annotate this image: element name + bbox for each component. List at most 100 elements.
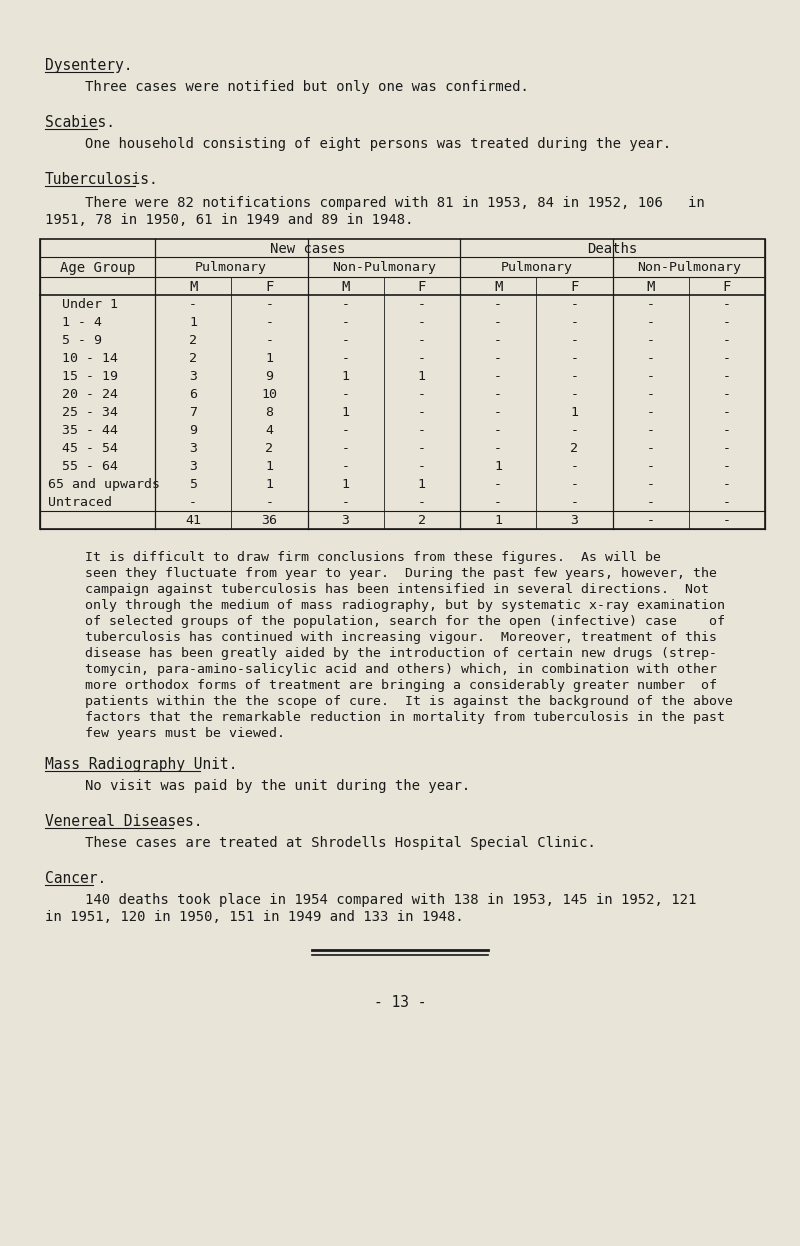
Text: 1: 1 bbox=[418, 370, 426, 383]
Text: 1: 1 bbox=[189, 316, 197, 329]
Text: Age Group: Age Group bbox=[60, 260, 135, 275]
Text: 9: 9 bbox=[266, 370, 274, 383]
Text: -: - bbox=[494, 353, 502, 365]
Text: -: - bbox=[418, 424, 426, 437]
Text: -: - bbox=[646, 442, 654, 455]
Text: Three cases were notified but only one was confirmed.: Three cases were notified but only one w… bbox=[85, 80, 529, 93]
Text: F: F bbox=[722, 280, 731, 294]
Text: Under 1: Under 1 bbox=[62, 298, 118, 312]
Text: -: - bbox=[494, 298, 502, 312]
Text: 15 - 19: 15 - 19 bbox=[62, 370, 118, 383]
Text: -: - bbox=[646, 353, 654, 365]
Text: -: - bbox=[646, 370, 654, 383]
Text: M: M bbox=[342, 280, 350, 294]
Text: campaign against tuberculosis has been intensified in several directions.  Not: campaign against tuberculosis has been i… bbox=[85, 583, 709, 596]
Text: -: - bbox=[342, 334, 350, 346]
Text: 45 - 54: 45 - 54 bbox=[62, 442, 118, 455]
Text: tomycin, para-amino-salicylic acid and others) which, in combination with other: tomycin, para-amino-salicylic acid and o… bbox=[85, 663, 717, 677]
Text: It is difficult to draw firm conclusions from these figures.  As will be: It is difficult to draw firm conclusions… bbox=[85, 551, 661, 564]
Text: 3: 3 bbox=[189, 460, 197, 473]
Text: -: - bbox=[723, 353, 731, 365]
Text: -: - bbox=[723, 370, 731, 383]
Text: -: - bbox=[494, 442, 502, 455]
Text: 41: 41 bbox=[185, 515, 201, 527]
Text: M: M bbox=[189, 280, 198, 294]
Text: -: - bbox=[646, 298, 654, 312]
Text: F: F bbox=[265, 280, 274, 294]
Text: -: - bbox=[418, 460, 426, 473]
Text: -: - bbox=[570, 496, 578, 510]
Text: F: F bbox=[418, 280, 426, 294]
Text: tuberculosis has continued with increasing vigour.  Moreover, treatment of this: tuberculosis has continued with increasi… bbox=[85, 630, 717, 644]
Text: One household consisting of eight persons was treated during the year.: One household consisting of eight person… bbox=[85, 137, 671, 151]
Text: 2: 2 bbox=[189, 353, 197, 365]
Text: -: - bbox=[342, 298, 350, 312]
Text: 1: 1 bbox=[494, 515, 502, 527]
Text: F: F bbox=[570, 280, 578, 294]
Text: - 13 -: - 13 - bbox=[374, 996, 426, 1011]
Text: -: - bbox=[570, 353, 578, 365]
Text: 1: 1 bbox=[342, 478, 350, 491]
Text: 5 - 9: 5 - 9 bbox=[62, 334, 102, 346]
Text: 20 - 24: 20 - 24 bbox=[62, 388, 118, 401]
Text: Non-Pulmonary: Non-Pulmonary bbox=[637, 260, 741, 274]
Text: 5: 5 bbox=[189, 478, 197, 491]
Text: in 1951, 120 in 1950, 151 in 1949 and 133 in 1948.: in 1951, 120 in 1950, 151 in 1949 and 13… bbox=[45, 910, 464, 925]
Text: Pulmonary: Pulmonary bbox=[500, 260, 572, 274]
Text: -: - bbox=[723, 334, 731, 346]
Text: of selected groups of the population, search for the open (infective) case    of: of selected groups of the population, se… bbox=[85, 616, 725, 628]
Text: Tuberculosis.: Tuberculosis. bbox=[45, 172, 158, 187]
Text: 1: 1 bbox=[266, 478, 274, 491]
Text: -: - bbox=[266, 298, 274, 312]
Text: -: - bbox=[646, 478, 654, 491]
Text: -: - bbox=[494, 406, 502, 419]
Text: -: - bbox=[494, 478, 502, 491]
Text: -: - bbox=[570, 370, 578, 383]
Text: -: - bbox=[570, 316, 578, 329]
Text: few years must be viewed.: few years must be viewed. bbox=[85, 726, 285, 740]
Text: 1: 1 bbox=[418, 478, 426, 491]
Text: -: - bbox=[494, 316, 502, 329]
Text: Cancer.: Cancer. bbox=[45, 871, 106, 886]
Text: -: - bbox=[418, 388, 426, 401]
Text: -: - bbox=[723, 460, 731, 473]
Text: seen they fluctuate from year to year.  During the past few years, however, the: seen they fluctuate from year to year. D… bbox=[85, 567, 717, 579]
Text: -: - bbox=[570, 388, 578, 401]
Text: 25 - 34: 25 - 34 bbox=[62, 406, 118, 419]
Text: 3: 3 bbox=[189, 370, 197, 383]
Text: -: - bbox=[494, 424, 502, 437]
Text: -: - bbox=[646, 515, 654, 527]
Text: 4: 4 bbox=[266, 424, 274, 437]
Text: 1: 1 bbox=[266, 460, 274, 473]
Text: -: - bbox=[570, 460, 578, 473]
Text: Non-Pulmonary: Non-Pulmonary bbox=[332, 260, 436, 274]
Text: -: - bbox=[646, 406, 654, 419]
Text: 6: 6 bbox=[189, 388, 197, 401]
Text: -: - bbox=[646, 496, 654, 510]
Text: 2: 2 bbox=[418, 515, 426, 527]
Text: patients within the the scope of cure.  It is against the background of the abov: patients within the the scope of cure. I… bbox=[85, 695, 733, 708]
Text: 2: 2 bbox=[266, 442, 274, 455]
Text: -: - bbox=[418, 353, 426, 365]
Text: -: - bbox=[266, 316, 274, 329]
Text: 10 - 14: 10 - 14 bbox=[62, 353, 118, 365]
Text: -: - bbox=[646, 334, 654, 346]
Text: Deaths: Deaths bbox=[587, 242, 638, 255]
Text: disease has been greatly aided by the introduction of certain new drugs (strep-: disease has been greatly aided by the in… bbox=[85, 647, 717, 660]
Text: 7: 7 bbox=[189, 406, 197, 419]
Text: 1951, 78 in 1950, 61 in 1949 and 89 in 1948.: 1951, 78 in 1950, 61 in 1949 and 89 in 1… bbox=[45, 213, 414, 227]
Text: 1: 1 bbox=[342, 406, 350, 419]
Text: -: - bbox=[570, 424, 578, 437]
Text: -: - bbox=[723, 424, 731, 437]
Text: 8: 8 bbox=[266, 406, 274, 419]
Text: 140 deaths took place in 1954 compared with 138 in 1953, 145 in 1952, 121: 140 deaths took place in 1954 compared w… bbox=[85, 893, 696, 907]
Text: No visit was paid by the unit during the year.: No visit was paid by the unit during the… bbox=[85, 779, 470, 792]
Text: -: - bbox=[494, 370, 502, 383]
Text: 9: 9 bbox=[189, 424, 197, 437]
Text: -: - bbox=[342, 316, 350, 329]
Text: There were 82 notifications compared with 81 in 1953, 84 in 1952, 106   in: There were 82 notifications compared wit… bbox=[85, 196, 705, 211]
Text: -: - bbox=[723, 388, 731, 401]
Text: 65 and upwards: 65 and upwards bbox=[48, 478, 160, 491]
Text: -: - bbox=[723, 316, 731, 329]
Text: -: - bbox=[342, 460, 350, 473]
